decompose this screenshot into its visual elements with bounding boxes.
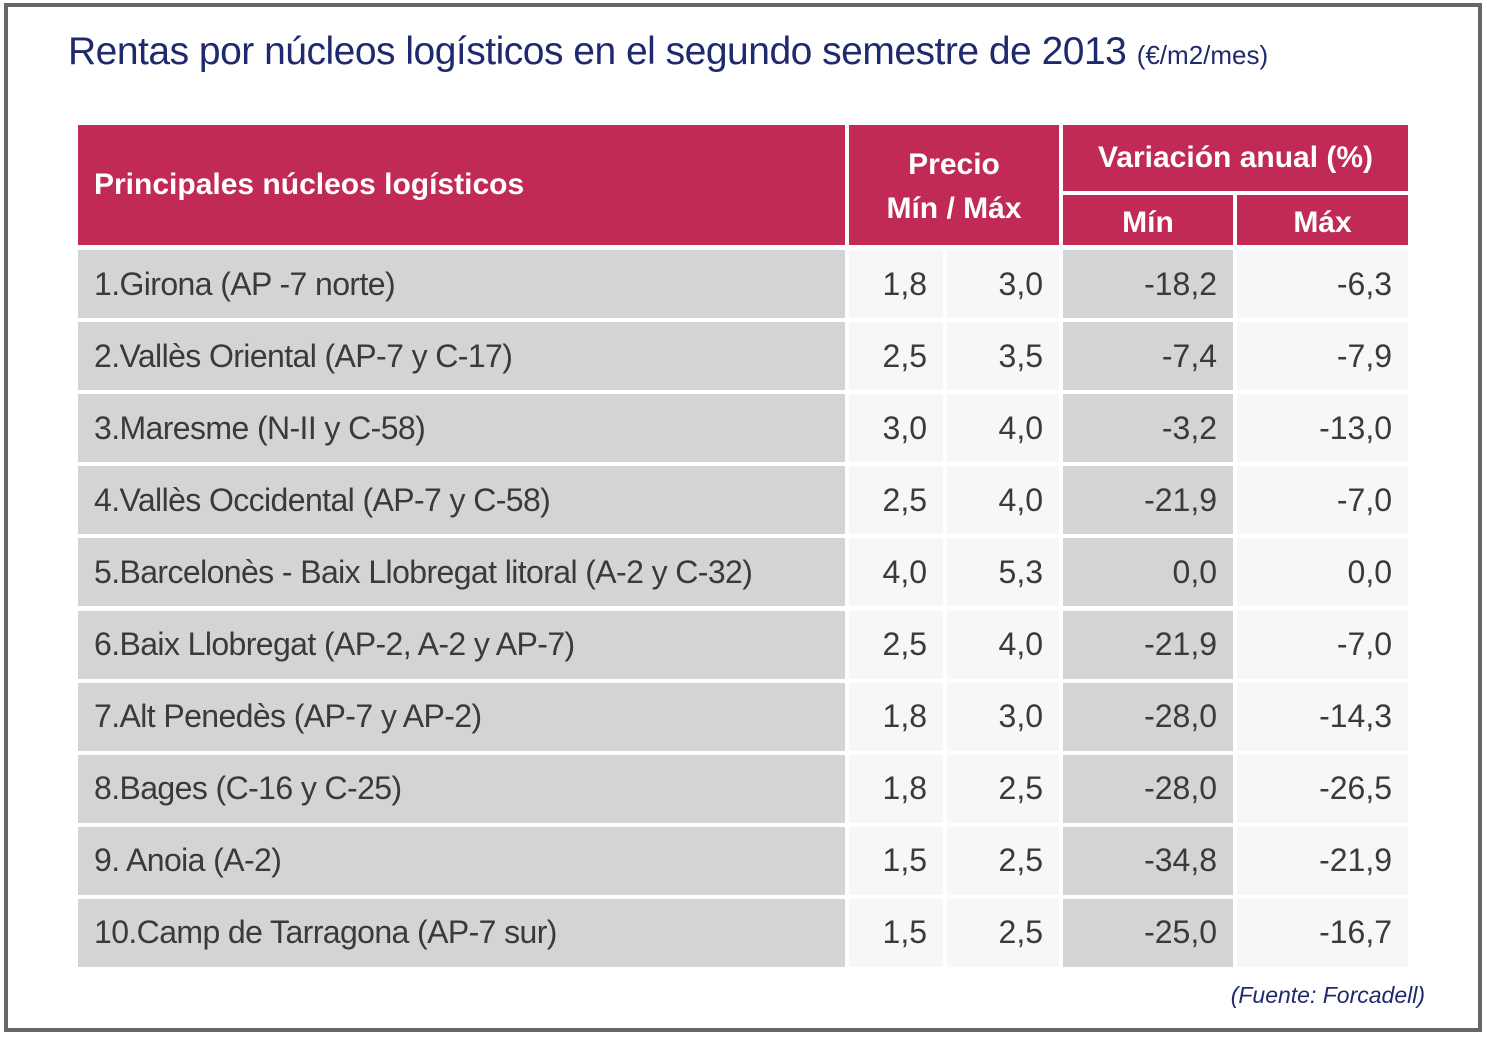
row-var-min: -21,9 [1063,466,1233,535]
header-precio: Precio Mín / Máx [849,125,1059,245]
row-var-max: -7,0 [1237,610,1408,679]
header-var-max: Máx [1237,195,1408,245]
row-var-min: -3,2 [1063,394,1233,463]
row-var-min: 0,0 [1063,538,1233,607]
row-var-max: -21,9 [1237,826,1408,895]
row-name: 6.Baix Llobregat (AP-2, A-2 y AP-7) [78,610,845,679]
row-var-min: -34,8 [1063,826,1233,895]
row-precio-min: 2,5 [849,322,943,391]
row-name: 2.Vallès Oriental (AP-7 y C-17) [78,322,845,391]
row-precio-min: 1,8 [849,682,943,751]
row-precio-min: 3,0 [849,394,943,463]
row-precio-min: 1,8 [849,250,943,318]
row-precio-min: 4,0 [849,538,943,607]
row-var-max: -13,0 [1237,394,1408,463]
row-var-max: -16,7 [1237,898,1408,967]
row-name: 8.Bages (C-16 y C-25) [78,754,845,823]
row-precio-max: 4,0 [947,466,1059,535]
row-var-min: -28,0 [1063,682,1233,751]
row-var-min: -18,2 [1063,250,1233,318]
row-name: 3.Maresme (N-II y C-58) [78,394,845,463]
row-var-max: -26,5 [1237,754,1408,823]
page-title: Rentas por núcleos logísticos en el segu… [68,30,1268,74]
source-note: (Fuente: Forcadell) [1230,982,1425,1008]
row-precio-max: 2,5 [947,826,1059,895]
row-name: 7.Alt Penedès (AP-7 y AP-2) [78,682,845,751]
header-precio-line1: Precio [908,148,1000,181]
row-precio-min: 2,5 [849,610,943,679]
row-var-max: -14,3 [1237,682,1408,751]
row-precio-max: 2,5 [947,754,1059,823]
header-precio-line2: Mín / Máx [886,192,1022,225]
title-main: Rentas por núcleos logísticos en el segu… [68,30,1127,73]
row-precio-min: 2,5 [849,466,943,535]
row-var-max: -7,0 [1237,466,1408,535]
row-var-max: -7,9 [1237,322,1408,391]
row-name: 9. Anoia (A-2) [78,826,845,895]
row-precio-min: 1,8 [849,754,943,823]
row-var-min: -7,4 [1063,322,1233,391]
row-var-max: -6,3 [1237,250,1408,318]
row-precio-max: 5,3 [947,538,1059,607]
row-precio-max: 4,0 [947,394,1059,463]
row-precio-max: 3,0 [947,682,1059,751]
row-var-min: -28,0 [1063,754,1233,823]
row-var-max: 0,0 [1237,538,1408,607]
title-unit: (€/m2/mes) [1136,40,1269,70]
row-precio-max: 3,5 [947,322,1059,391]
header-variacion: Variación anual (%) [1063,125,1408,191]
row-name: 4.Vallès Occidental (AP-7 y C-58) [78,466,845,535]
row-precio-max: 4,0 [947,610,1059,679]
row-precio-min: 1,5 [849,898,943,967]
row-var-min: -25,0 [1063,898,1233,967]
header-var-min: Mín [1063,195,1233,245]
row-name: 10.Camp de Tarragona (AP-7 sur) [78,898,845,967]
header-name: Principales núcleos logísticos [78,125,845,245]
row-precio-max: 2,5 [947,898,1059,967]
row-name: 5.Barcelonès - Baix Llobregat litoral (A… [78,538,845,607]
row-name: 1.Girona (AP -7 norte) [78,250,845,318]
row-precio-min: 1,5 [849,826,943,895]
row-precio-max: 3,0 [947,250,1059,318]
row-var-min: -21,9 [1063,610,1233,679]
